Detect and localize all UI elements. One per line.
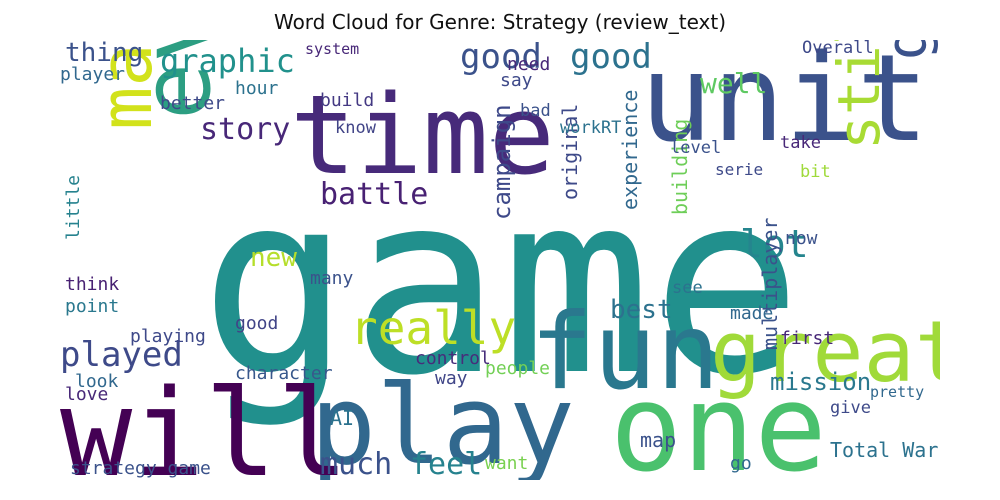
word-68: Overall <box>802 40 874 58</box>
word-71: pretty <box>870 383 925 401</box>
word-50: AI <box>330 406 355 430</box>
word-47: think <box>65 274 120 295</box>
word-65: bit <box>800 162 831 182</box>
word-64: take <box>780 133 821 153</box>
word-59: say <box>500 70 533 91</box>
word-6: fun <box>530 291 720 413</box>
word-25: feel <box>410 447 483 480</box>
word-cloud: gameunittimeevenmakefungreatplayonewillg… <box>60 40 940 480</box>
word-37: people <box>485 358 551 379</box>
word-58: need <box>507 54 551 75</box>
word-57: know <box>335 118 376 138</box>
word-10: will <box>60 365 349 481</box>
word-49: many <box>310 268 354 289</box>
word-63: serie <box>715 160 764 179</box>
word-38: map <box>640 428 677 452</box>
word-8: play <box>310 361 575 480</box>
word-70: give <box>830 398 871 418</box>
word-1: game <box>200 139 803 430</box>
word-69: system <box>305 40 360 58</box>
word-19: well <box>700 67 768 100</box>
word-56: build <box>320 90 375 111</box>
word-32: multiplayer <box>758 217 782 350</box>
word-41: way <box>435 368 468 389</box>
word-45: playing <box>130 326 206 347</box>
word-43: first <box>780 328 835 349</box>
word-23: played <box>60 335 183 375</box>
word-53: better <box>160 93 226 114</box>
word-51: look <box>75 371 119 392</box>
word-3: time <box>290 71 555 199</box>
word-2: unit <box>640 40 929 169</box>
word-55: player <box>60 64 126 85</box>
word-30: building <box>668 118 692 215</box>
word-27: best <box>610 295 673 325</box>
word-14: good <box>460 40 542 77</box>
word-62: level <box>670 138 722 158</box>
word-7: great <box>710 303 940 402</box>
word-35: character <box>235 363 333 384</box>
word-67: see <box>672 278 703 298</box>
word-17: thing <box>65 40 144 68</box>
word-40: go <box>730 453 752 474</box>
word-60: bad <box>520 101 551 121</box>
word-24: much <box>320 447 393 480</box>
word-13: really <box>350 301 517 355</box>
word-42: made <box>730 303 774 324</box>
word-61: workRT <box>560 118 622 138</box>
word-34: strategy game <box>70 458 211 479</box>
word-22: campaign <box>488 104 516 220</box>
word-33: Total War <box>830 438 939 462</box>
word-21: lot <box>740 222 809 266</box>
word-15: good <box>570 40 652 77</box>
chart-title: Word Cloud for Genre: Strategy (review_t… <box>273 10 727 34</box>
word-46: point <box>65 296 120 317</box>
word-29: experience <box>618 89 642 210</box>
word-44: good <box>235 313 279 334</box>
word-52: love <box>65 384 109 405</box>
word-18: story <box>200 112 291 147</box>
word-9: one <box>610 360 827 481</box>
word-20: battle <box>320 177 429 212</box>
word-26: mission <box>770 368 872 396</box>
word-48: little <box>63 174 84 240</box>
word-54: hour <box>235 78 279 99</box>
word-36: control <box>415 348 491 369</box>
word-66: now <box>785 228 818 249</box>
word-28: new <box>250 243 297 273</box>
word-16: graphic <box>160 42 295 80</box>
word-39: want <box>485 453 529 474</box>
